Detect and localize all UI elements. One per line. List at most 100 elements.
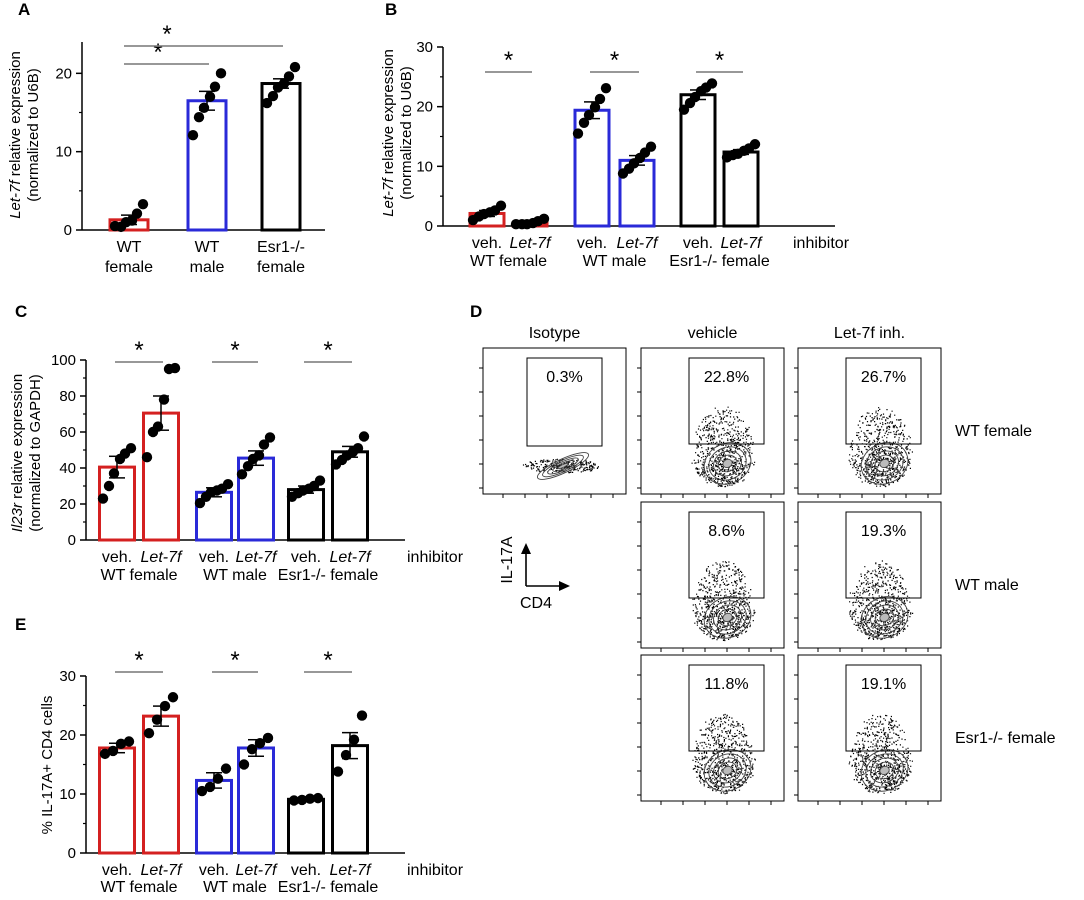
- y-tick-label: 60: [59, 424, 76, 441]
- flow-contour: [552, 460, 574, 472]
- significance-star: *: [230, 337, 239, 364]
- flow-contour: [547, 457, 579, 475]
- data-point: [209, 81, 221, 92]
- bar: [573, 108, 611, 228]
- flow-row-label: WT female: [955, 423, 1032, 440]
- x-tick-label: veh.: [102, 549, 132, 566]
- x-tick-label: veh.: [291, 862, 321, 879]
- group-label: Esr1-/- female: [278, 567, 379, 584]
- flow-gate-percentage: 26.7%: [861, 369, 906, 386]
- y-tick-label: 80: [59, 388, 76, 405]
- data-point: [583, 109, 595, 121]
- data-point: [258, 439, 270, 450]
- data-point: [538, 213, 550, 225]
- y-axis-label-rest: % IL-17A+ CD4 cells: [39, 696, 56, 835]
- flow-plot: 8.6%: [637, 501, 785, 652]
- data-point: [749, 139, 761, 150]
- bar: [287, 797, 325, 855]
- data-point: [99, 748, 111, 760]
- flow-contour: [865, 600, 904, 635]
- data-point: [594, 93, 606, 105]
- x-tick-label: Let-7f: [141, 862, 183, 879]
- flow-contour: [717, 454, 738, 473]
- x-tick-label: Let-7f: [236, 549, 278, 566]
- x-tick-label: female: [105, 259, 153, 276]
- data-point: [495, 200, 507, 211]
- y-axis-label-italic: Il23r: [9, 502, 26, 532]
- data-point: [152, 421, 164, 432]
- flow-plot: 26.7%: [794, 347, 942, 498]
- y-axis-label: Let-7f relative expression: [7, 51, 24, 219]
- bar: [186, 99, 228, 232]
- data-point: [187, 130, 199, 141]
- group-label: WT male: [203, 567, 267, 584]
- bar: [679, 93, 717, 228]
- data-point: [312, 792, 324, 804]
- flow-gate: [688, 511, 765, 599]
- data-point: [352, 443, 364, 454]
- flow-contour: [870, 450, 899, 477]
- y-axis-label-italic: Let-7f: [380, 177, 397, 217]
- group-label: WT male: [583, 253, 647, 270]
- significance-star: *: [134, 647, 143, 674]
- data-point: [340, 749, 352, 761]
- data-point: [193, 112, 205, 123]
- flow-contour: [722, 765, 733, 776]
- flow-gate: [688, 664, 765, 752]
- significance-star: *: [162, 21, 171, 48]
- y-tick-label: 0: [64, 222, 72, 239]
- x-tick-label: veh.: [683, 235, 713, 252]
- x-tick-label: Let-7f: [141, 549, 183, 566]
- x-tick-label: male: [190, 259, 225, 276]
- y-axis-label-rest: relative expression: [7, 51, 24, 180]
- y-tick-label: 30: [59, 668, 76, 685]
- flow-plot: 22.8%: [637, 347, 785, 498]
- flow-contour: [717, 761, 738, 780]
- inhibitor-label: inhibitor: [407, 549, 464, 566]
- x-tick-label: veh.: [472, 235, 502, 252]
- flow-panel: D Isotype vehicle Let-7f inh. WT female WT ma…: [470, 302, 1056, 805]
- data-point: [143, 728, 155, 739]
- flow-contour: [860, 596, 909, 639]
- flow-gate-percentage: 8.6%: [708, 523, 744, 540]
- y-axis-label-rest: relative expression: [9, 374, 26, 503]
- inhibitor-label: inhibitor: [793, 235, 850, 252]
- x-tick-label: Let-7f: [617, 235, 659, 252]
- y-tick-label: 20: [55, 65, 72, 82]
- data-point: [600, 82, 612, 94]
- flow-contour: [874, 608, 895, 627]
- data-point: [103, 480, 115, 492]
- y-tick-label: 10: [59, 786, 76, 803]
- significance-star: *: [504, 47, 513, 74]
- flow-gate-percentage: 11.8%: [704, 676, 748, 693]
- flow-plot-frame: [797, 501, 942, 649]
- x-tick-label: Let-7f: [330, 549, 372, 566]
- data-point: [264, 432, 276, 443]
- data-point: [304, 793, 316, 804]
- flow-contour: [879, 612, 890, 623]
- data-point: [289, 61, 301, 73]
- flow-plot: 19.3%: [794, 501, 942, 652]
- flow-column-label: Isotype: [529, 325, 581, 342]
- data-point: [167, 692, 179, 703]
- data-point: [158, 394, 170, 405]
- data-point: [108, 468, 120, 479]
- flow-contour: [708, 753, 747, 788]
- flow-contour: [557, 462, 569, 470]
- x-tick-label: Esr1-/-: [257, 239, 305, 256]
- x-tick-label: Let-7f: [510, 235, 552, 252]
- y-tick-label: 0: [68, 845, 76, 862]
- x-tick-label: Let-7f: [721, 235, 763, 252]
- significance-star: *: [153, 39, 162, 66]
- flow-contour: [879, 458, 890, 469]
- flow-plot: 19.1%: [794, 654, 942, 805]
- chart-E: E 0 10 20 30% IL-17A+ CD4 cells veh. Let-7f veh…: [15, 615, 464, 896]
- x-tick-label: veh.: [102, 862, 132, 879]
- y-tick-label: 20: [59, 727, 76, 744]
- y-tick-label: 20: [416, 99, 433, 116]
- y-tick-label: 20: [59, 496, 76, 513]
- data-point: [314, 475, 326, 486]
- flow-contour: [542, 454, 584, 478]
- y-axis-label: % IL-17A+ CD4 cells: [39, 696, 56, 835]
- flow-contour: [722, 458, 733, 469]
